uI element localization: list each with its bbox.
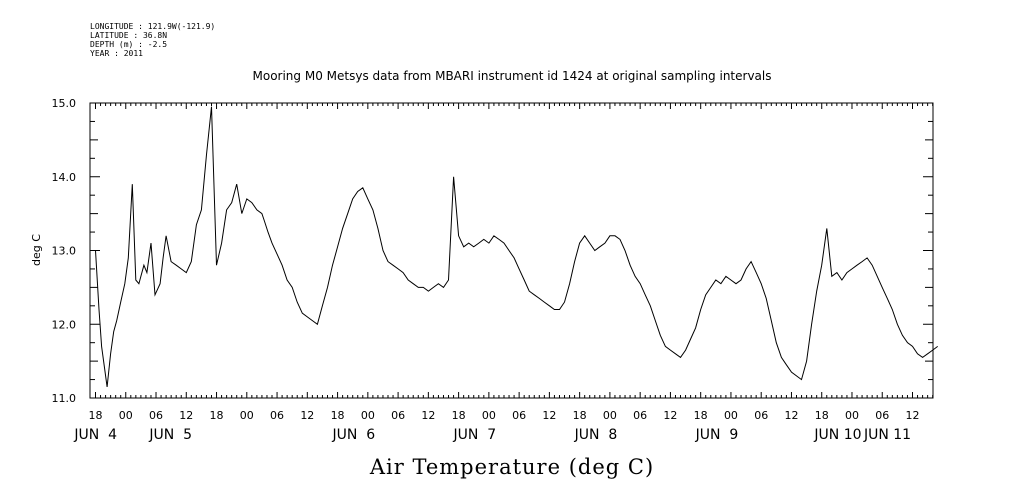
x-hour-label: 12 [300,409,314,422]
x-hour-label: 12 [906,409,920,422]
x-axis-label: Air Temperature (deg C) [369,455,654,479]
y-tick-label: 11.0 [52,392,77,405]
y-tick-label: 12.0 [52,318,77,331]
year-line: YEAR : 2011 [90,49,143,58]
x-date-label: JUN 8 [574,427,618,443]
x-hour-label: 06 [149,409,163,422]
x-axis-hour-labels: 18 00 06 12 18 00 06 12 18 00 06 12 18 00 06 12 18 00 06 12… [89,409,920,422]
x-hour-label: 06 [270,409,284,422]
x-hour-label: 00 [724,409,738,422]
y-tick-label: 14.0 [52,171,77,184]
x-hour-label: 18 [452,409,466,422]
x-date-label: JUN 5 [148,427,192,443]
latitude-line: LATITUDE : 36.8N [90,31,168,40]
x-hour-label: 00 [845,409,859,422]
x-hour-label: 12 [542,409,556,422]
x-date-label: JUN 10 [813,427,861,443]
series-line-air-temperature [95,106,938,387]
x-date-label: JUN 11 [863,427,911,443]
x-hour-label: 12 [421,409,435,422]
x-hour-label: 06 [875,409,889,422]
x-hour-label: 18 [815,409,829,422]
y-axis-tick-labels: 11.0 12.0 13.0 14.0 15.0 [52,97,77,405]
x-hour-label: 00 [119,409,133,422]
axis-ticks [90,102,934,399]
x-date-label: JUN 6 [332,427,376,443]
x-date-label: JUN 9 [695,427,739,443]
x-hour-label: 00 [361,409,375,422]
longitude-line: LONGITUDE : 121.9W(-121.9) [90,22,216,31]
x-hour-label: 00 [603,409,617,422]
x-axis-date-labels: JUN 4 JUN 5 JUN 6 JUN 7 JUN 8 JUN 9 JUN 10 JUN … [73,427,911,443]
x-hour-label: 18 [573,409,587,422]
x-hour-label: 12 [784,409,798,422]
y-tick-label: 15.0 [52,97,77,110]
x-hour-label: 18 [331,409,345,422]
x-hour-label: 06 [754,409,768,422]
chart-title: Mooring M0 Metsys data from MBARI instru… [253,69,772,83]
x-hour-label: 12 [179,409,193,422]
x-date-label: JUN 4 [73,427,117,443]
x-hour-label: 06 [512,409,526,422]
x-hour-label: 06 [391,409,405,422]
y-axis-label: deg C [30,234,43,266]
y-tick-label: 13.0 [52,245,77,258]
metadata-block: LONGITUDE : 121.9W(-121.9) LATITUDE : 36… [90,22,215,58]
x-hour-label: 18 [89,409,103,422]
x-hour-label: 00 [482,409,496,422]
x-hour-label: 06 [633,409,647,422]
x-hour-label: 12 [663,409,677,422]
depth-line: DEPTH (m) : -2.5 [90,40,168,49]
x-hour-label: 00 [240,409,254,422]
x-hour-label: 18 [694,409,708,422]
x-hour-label: 18 [210,409,224,422]
x-date-label: JUN 7 [453,427,497,443]
